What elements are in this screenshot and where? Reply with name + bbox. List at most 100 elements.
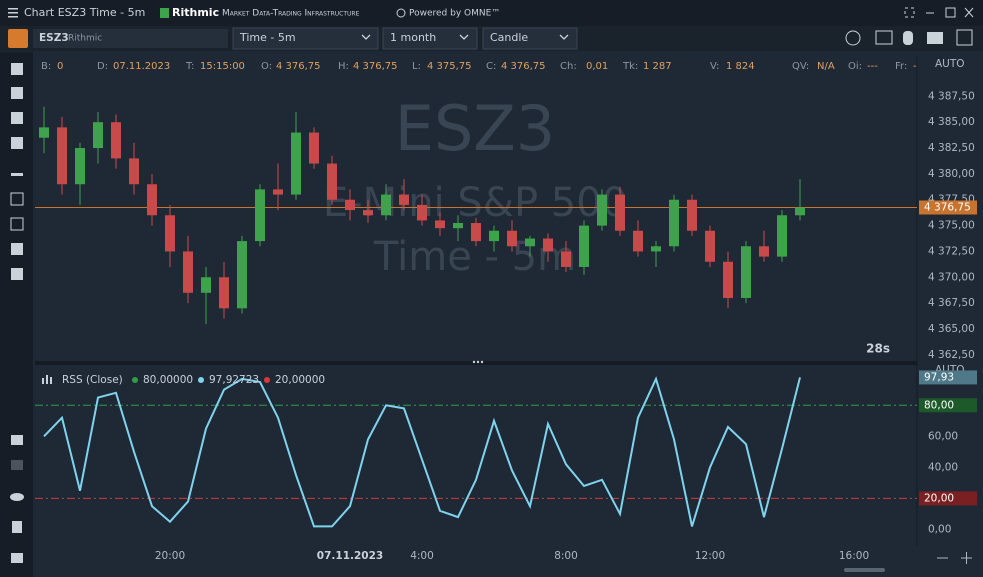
brand-logo [160, 8, 169, 18]
info-value: 0,01 [586, 61, 608, 72]
price-tick-label: 4 382,50 [928, 142, 975, 154]
price-scale-mode[interactable]: AUTO [935, 58, 965, 70]
period-select[interactable] [382, 27, 478, 50]
symbol-box[interactable] [33, 29, 228, 48]
candle-body [525, 238, 535, 247]
divider-handle[interactable] [472, 360, 484, 364]
legend-dot [264, 377, 270, 383]
price-tick-label: 4 385,00 [928, 116, 975, 128]
info-value: --- [867, 61, 878, 72]
watermark-symbol: ESZ3 [395, 92, 555, 165]
info-label: Oi: [848, 61, 862, 72]
info-value: 4 375,75 [427, 61, 472, 72]
candle-body [327, 163, 337, 200]
candle-body [381, 194, 391, 216]
watermark-aggregation: Time - 5m [373, 234, 576, 280]
price-tick-label: 4 380,00 [928, 168, 975, 180]
info-value: N/A [817, 61, 835, 72]
info-label: D: [97, 61, 108, 72]
price-tick-label: 4 370,00 [928, 271, 975, 283]
dropdown-arrows [361, 34, 569, 40]
info-value: 15:15:00 [200, 61, 245, 72]
info-value: 4 376,75 [501, 61, 546, 72]
candle-body [723, 261, 733, 298]
level-badge [919, 398, 977, 413]
aggregation-select[interactable] [232, 27, 379, 50]
level-badge [919, 491, 977, 506]
candle-body [129, 158, 139, 185]
candle-body [561, 251, 571, 267]
brand-tagline: Market Data-Trading Infrastructure [222, 9, 360, 19]
indicator-icon [42, 375, 52, 384]
bar-countdown: 28s [866, 342, 890, 356]
period: 1 month [390, 31, 436, 44]
candle-body [345, 199, 355, 211]
price-tick-label: 4 365,00 [928, 323, 975, 335]
powered-by: Powered by OMNE™ [409, 9, 500, 19]
candle-body [39, 127, 49, 138]
window-controls[interactable] [904, 7, 974, 18]
toolbar-icons[interactable] [845, 29, 973, 46]
symbol: ESZ3 [39, 32, 69, 44]
level-label: 20,00 [924, 492, 954, 504]
info-value: 1 287 [643, 61, 672, 72]
candle-body [273, 189, 283, 195]
scrollbar[interactable] [844, 568, 885, 572]
candle-body [255, 189, 265, 242]
candle-body [183, 251, 193, 293]
time-tick-label: 20:00 [155, 550, 185, 562]
time-tick-label: 4:00 [410, 550, 434, 562]
candle-body [75, 148, 85, 185]
info-label: L: [412, 61, 421, 72]
legend-value: 20,00000 [275, 374, 325, 386]
price-tick-label: 4 367,50 [928, 297, 975, 309]
candle-body [471, 223, 481, 242]
menu-icon[interactable] [8, 8, 18, 18]
candle-body [651, 246, 661, 252]
indicator-name: RSS (Close) [62, 374, 123, 386]
window-title: Chart ESZ3 Time - 5m [24, 6, 145, 19]
sidebar-toggle[interactable] [8, 29, 28, 48]
candle-body [237, 241, 247, 309]
info-value: 07.11.2023 [113, 61, 170, 72]
info-label: Fr: [895, 61, 907, 72]
style-select[interactable] [482, 27, 578, 50]
candle-body [579, 225, 589, 267]
info-label: O: [261, 61, 272, 72]
price-tick-label: 4 375,00 [928, 220, 975, 232]
legend-dot [198, 377, 204, 383]
candle-body [291, 132, 301, 195]
candle-body [597, 194, 607, 226]
info-label: Tk: [622, 61, 638, 72]
candle-body [219, 277, 229, 309]
indicator-value-label: 97,93 [924, 371, 954, 383]
candle-body [147, 184, 157, 216]
candle-body [669, 199, 679, 247]
candle-body [507, 230, 517, 247]
aggregation: Time - 5m [239, 31, 296, 44]
info-label: T: [185, 61, 194, 72]
candle-body [165, 215, 175, 252]
candle-body [633, 230, 643, 252]
connection: Rithmic [68, 34, 102, 44]
info-value: 1 824 [726, 61, 755, 72]
omne-logo [396, 8, 406, 18]
sidebar-tools[interactable] [10, 63, 24, 563]
brand: Rithmic [172, 6, 219, 19]
price-tick-label: 4 372,50 [928, 245, 975, 257]
price-tick-label: 4 362,50 [928, 349, 975, 361]
indicator-tick-label: 60,00 [928, 430, 958, 442]
candle-body [309, 132, 319, 164]
chart-style: Candle [490, 31, 528, 44]
candle-body [741, 246, 751, 298]
candle-body [687, 199, 697, 231]
indicator-pane [35, 366, 917, 546]
time-tick-label: 16:00 [839, 550, 869, 562]
candle-body [363, 210, 373, 216]
info-label: QV: [792, 61, 809, 72]
info-label: Ch: [560, 61, 577, 72]
zoom-controls[interactable] [937, 552, 972, 564]
info-value: - [913, 61, 917, 72]
candle-body [201, 277, 211, 293]
